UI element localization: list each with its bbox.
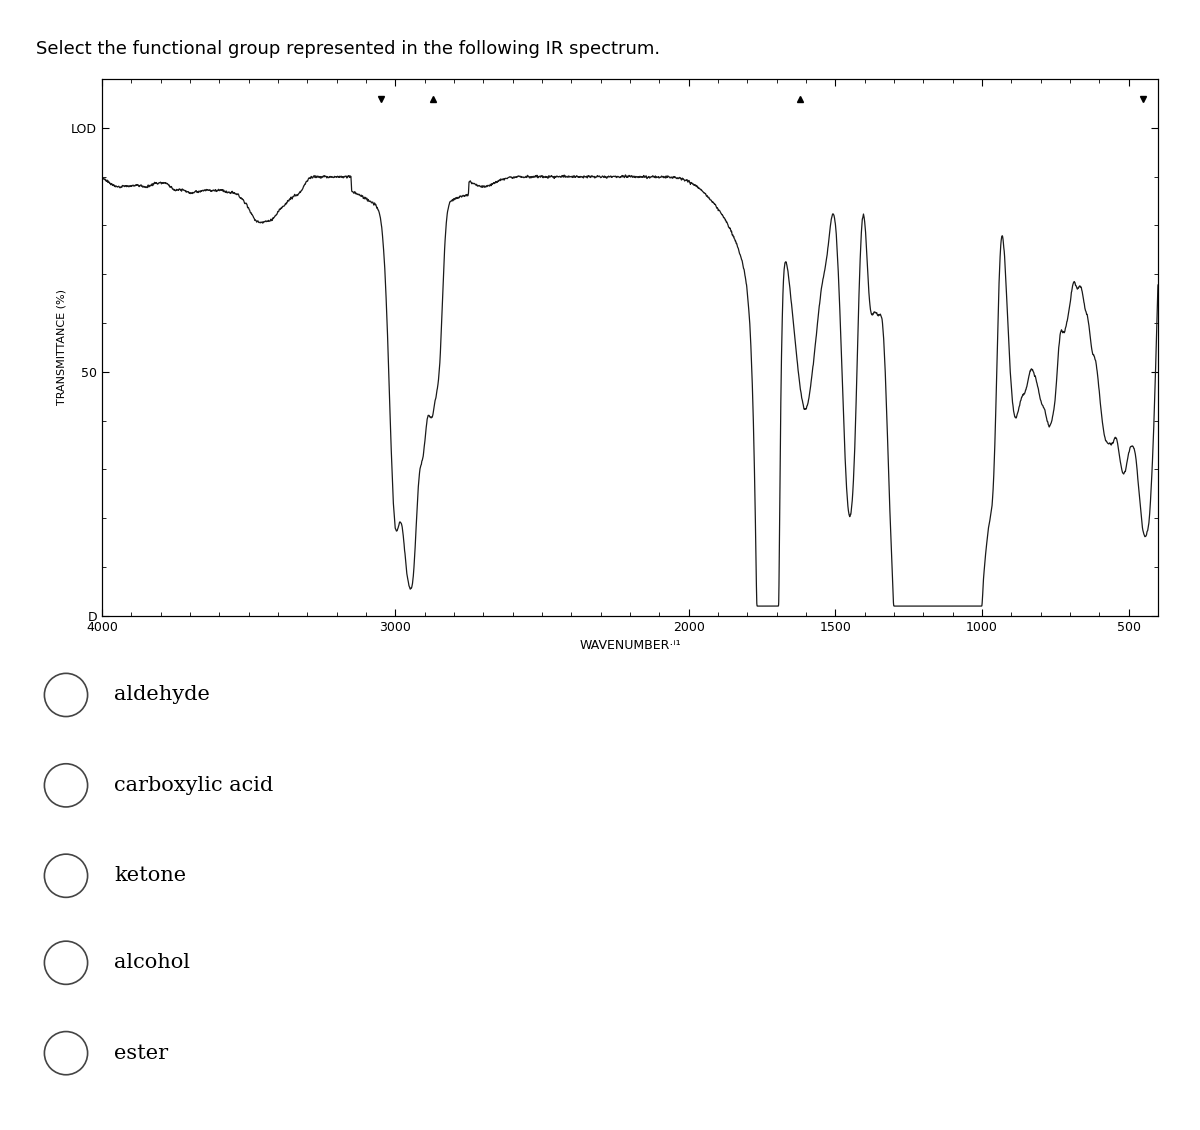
Text: ester: ester bbox=[114, 1044, 168, 1062]
Text: aldehyde: aldehyde bbox=[114, 686, 210, 704]
Text: carboxylic acid: carboxylic acid bbox=[114, 776, 274, 794]
X-axis label: WAVENUMBER·ⁱ¹: WAVENUMBER·ⁱ¹ bbox=[580, 640, 680, 652]
Y-axis label: TRANSMITTANCE (%): TRANSMITTANCE (%) bbox=[56, 289, 67, 406]
Text: Select the functional group represented in the following IR spectrum.: Select the functional group represented … bbox=[36, 40, 660, 58]
Text: alcohol: alcohol bbox=[114, 954, 190, 972]
Text: ketone: ketone bbox=[114, 867, 186, 885]
